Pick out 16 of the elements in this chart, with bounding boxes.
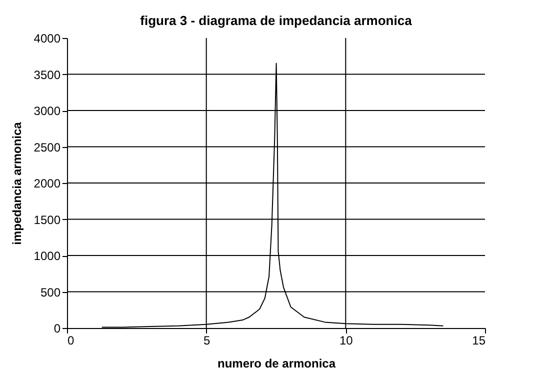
y-tick-label: 2000 [34,176,61,190]
x-tick-label: 10 [339,334,354,348]
y-tick-label: 500 [40,285,61,300]
y-tick-label: 0 [54,322,61,336]
x-tick-label: 15 [472,334,486,348]
y-tick-label: 1500 [34,212,61,227]
y-tick-label: 4000 [34,32,61,46]
y-tick-label: 3500 [34,68,61,82]
y-tick-label: 2500 [34,140,61,154]
chart-title: figura 3 - diagrama de impedancia armonica [140,13,413,28]
y-tick-label: 1000 [34,249,61,263]
x-tick-label: 5 [203,334,210,348]
y-axis-title: impedancia armonica [10,122,24,245]
y-tick-label: 3000 [34,104,61,118]
x-tick-label: 0 [68,334,74,348]
x-axis-title: numero de armonica [217,356,336,370]
